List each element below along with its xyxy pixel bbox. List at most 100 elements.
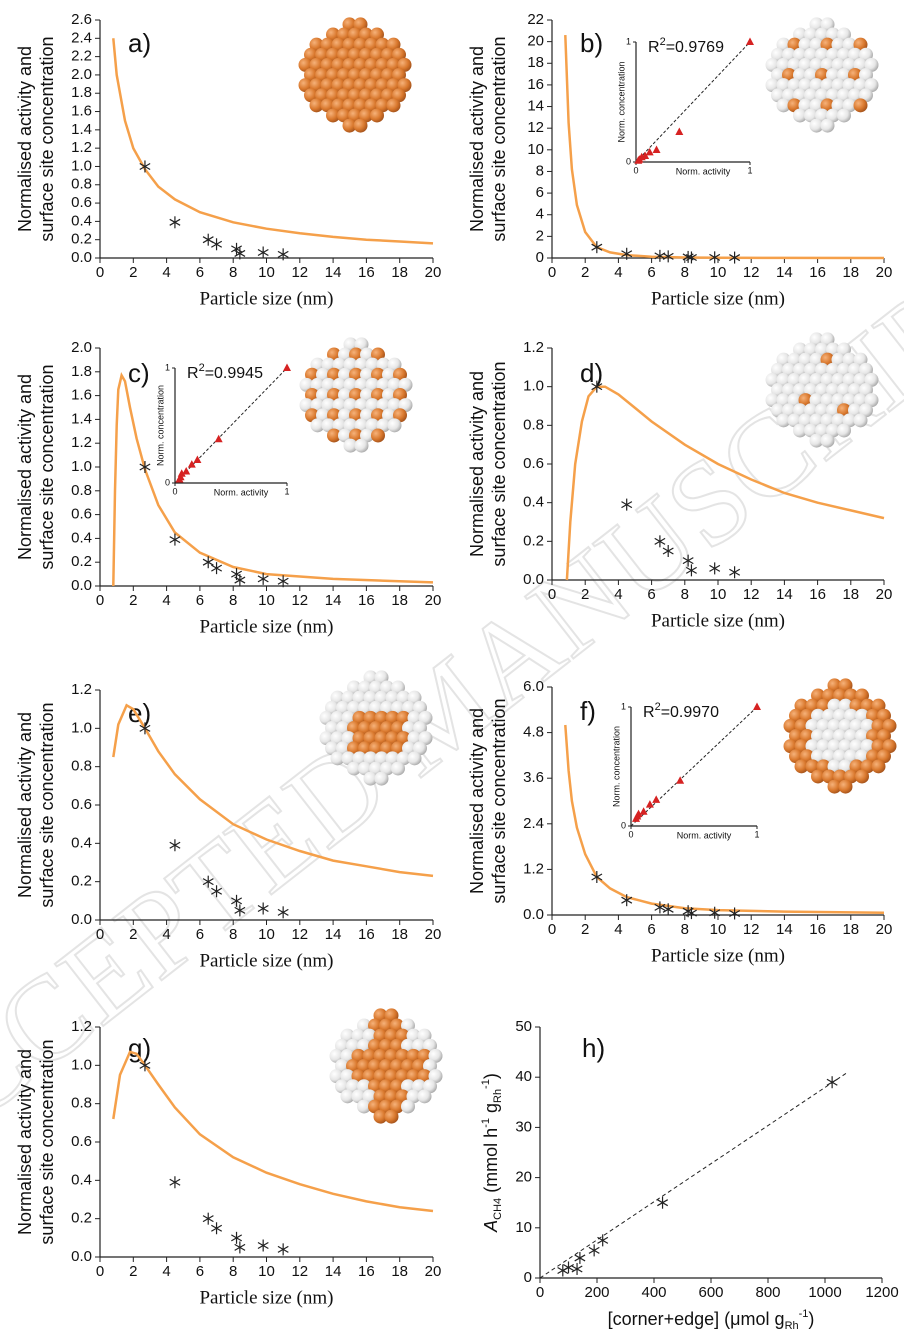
- data-point: [169, 1176, 181, 1189]
- y-tick-label: 1.2: [523, 339, 544, 356]
- x-tick-label: 14: [325, 926, 342, 943]
- star-stroke: [211, 1224, 223, 1232]
- data-point: [234, 1241, 246, 1254]
- y-tick-label: 4.8: [523, 724, 544, 741]
- y-tick-label: 1.8: [71, 84, 92, 101]
- data-point: [652, 795, 661, 803]
- star-stroke: [574, 1254, 586, 1262]
- y-tick-label: 0.0: [71, 1248, 92, 1265]
- y-tick-label: 0: [621, 820, 626, 830]
- x-tick-label: 20: [425, 926, 442, 943]
- y-tick-label: 20: [515, 1169, 532, 1186]
- y-tick-label: 0.0: [71, 249, 92, 266]
- data-point: [139, 1059, 151, 1072]
- atom: [809, 433, 824, 448]
- particle-model: [765, 17, 879, 133]
- data-point: [211, 238, 223, 251]
- data-point: [657, 1196, 669, 1209]
- atom: [326, 108, 340, 123]
- x-tick-label: 14: [325, 592, 342, 609]
- data-point: [709, 251, 721, 264]
- y-tick-label: 12: [527, 119, 544, 136]
- star-stroke: [621, 250, 633, 258]
- y-tick-label: 0.2: [523, 532, 544, 549]
- data-point: [202, 1212, 214, 1225]
- star-stroke: [685, 253, 697, 261]
- data-point: [571, 1262, 583, 1275]
- r2-part: R: [643, 704, 655, 721]
- atom: [401, 1099, 415, 1114]
- x-tick-label: 10: [258, 926, 275, 943]
- ylabel-part: g: [481, 1103, 501, 1118]
- data-point: [169, 216, 181, 229]
- x-tick-label: 14: [325, 1263, 342, 1280]
- particle-model: [299, 337, 413, 453]
- data-point: [621, 498, 633, 511]
- data-point: [621, 894, 633, 907]
- data-point: [591, 380, 603, 393]
- y-tick-label: 1.0: [71, 157, 92, 174]
- data-point: [662, 903, 674, 916]
- x-tick-label: 0: [548, 586, 556, 603]
- data-point: [826, 1076, 838, 1089]
- y-tick-label: 0.6: [71, 194, 92, 211]
- x-tick-label: 1: [747, 165, 752, 175]
- xlabel-part: ): [808, 1309, 814, 1329]
- xlabel-part: [corner+edge] (μmol g: [608, 1309, 785, 1329]
- x-axis-label: Particle size (nm): [651, 610, 785, 631]
- star-stroke: [597, 1236, 609, 1244]
- data-point: [175, 475, 184, 483]
- star-stroke: [257, 1241, 269, 1250]
- y-tick-label: 1.0: [71, 719, 92, 736]
- x-tick-label: 10: [710, 264, 727, 281]
- data-point: [202, 875, 214, 888]
- x-tick-label: 14: [325, 264, 342, 281]
- y-tick-label: 0.8: [71, 482, 92, 499]
- y-tick-label: 0.4: [71, 1171, 92, 1188]
- x-tick-label: 20: [425, 1263, 442, 1280]
- atom: [391, 761, 405, 776]
- star-stroke: [257, 248, 269, 257]
- data-point: [591, 871, 603, 883]
- x-tick-label: 6: [196, 592, 204, 609]
- y-tick-label: 3.6: [523, 769, 544, 786]
- star-stroke: [654, 537, 666, 545]
- y-tick-label: 0.0: [71, 911, 92, 928]
- x-tick-label: 12: [743, 264, 760, 281]
- star-stroke: [234, 906, 246, 914]
- x-tick-label: 4: [614, 921, 622, 938]
- y-tick-label: 6: [536, 184, 544, 201]
- star-stroke: [682, 557, 694, 565]
- y-tick-label: 0.8: [71, 758, 92, 775]
- data-point: [257, 1239, 269, 1252]
- atom: [871, 759, 886, 774]
- x-tick-label: 8: [229, 592, 237, 609]
- atom: [837, 423, 851, 438]
- x-axis-label: Particle size (nm): [651, 945, 785, 966]
- y-tick-label: 1.0: [523, 378, 544, 395]
- data-point: [182, 467, 191, 475]
- star-stroke: [139, 162, 151, 170]
- x-tick-label: 4: [162, 264, 170, 281]
- x-tick-label: 18: [842, 921, 859, 938]
- atom: [417, 1089, 432, 1104]
- x-tick-label: 20: [876, 586, 893, 603]
- x-tick-label: 400: [641, 1284, 666, 1301]
- star-stroke: [202, 236, 214, 244]
- atom: [347, 761, 361, 776]
- star-stroke: [257, 575, 269, 583]
- x-tick-label: 6: [196, 926, 204, 943]
- x-tick-label: 6: [196, 1263, 204, 1280]
- atom: [343, 438, 358, 453]
- x-tick-label: 1: [284, 486, 289, 496]
- x-tick-label: 16: [358, 1263, 375, 1280]
- atom: [387, 418, 402, 433]
- atom: [373, 1109, 388, 1124]
- star-stroke: [202, 1215, 214, 1223]
- data-point: [283, 363, 291, 371]
- x-tick-label: 0: [633, 165, 638, 175]
- star-stroke: [657, 1199, 669, 1207]
- atom: [384, 1109, 399, 1124]
- star-stroke: [591, 243, 603, 251]
- x-tick-label: 10: [710, 921, 727, 938]
